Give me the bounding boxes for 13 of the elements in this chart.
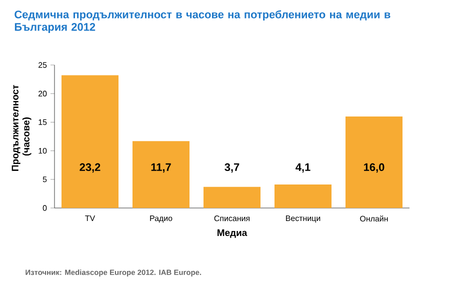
data-label: 23,2: [80, 163, 100, 173]
data-label: 11,7: [151, 163, 171, 173]
x-axis-title: Медиа: [218, 229, 248, 238]
y-axis-title: Продължителност (часове): [12, 85, 32, 171]
chart-title: Седмична продължителност в часове на потреблението на медии в България 2012: [14, 10, 390, 33]
data-label: 3,7: [224, 163, 240, 173]
bar: [204, 186, 261, 208]
bar: [346, 116, 403, 208]
bar: [62, 75, 119, 208]
bar: [274, 184, 332, 208]
data-label: 16,0: [364, 163, 384, 173]
data-label: 4,1: [296, 163, 310, 173]
bar: [132, 141, 190, 208]
